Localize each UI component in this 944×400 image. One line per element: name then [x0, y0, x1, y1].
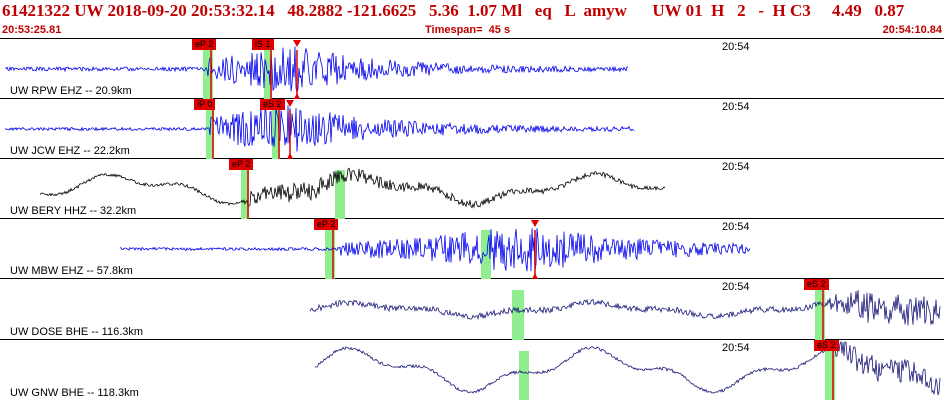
- waveform-panel-dose[interactable]: 20:54 UW DOSE BHE -- 116.3km eS 2: [0, 279, 944, 340]
- pick-window-highlight: [325, 230, 335, 279]
- time-tick-label: 20:54: [722, 101, 750, 113]
- channel-label-mbw: UW MBW EHZ -- 57.8km: [10, 265, 133, 277]
- seismogram-trace: [39, 167, 666, 209]
- phase-pick-label[interactable]: iS 1: [252, 39, 274, 50]
- amplitude-marker-icon[interactable]: [286, 100, 294, 107]
- waveform-panels[interactable]: 20:54 UW RPW EHZ -- 20.9km eP 2 iS 1 20:5…: [0, 39, 944, 400]
- waveform-panel-rpw[interactable]: 20:54 UW RPW EHZ -- 20.9km eP 2 iS 1: [0, 39, 944, 99]
- time-tick-label: 20:54: [722, 342, 750, 354]
- waveform-canvas-bery[interactable]: [0, 159, 944, 219]
- time-tick-label: 20:54: [722, 221, 750, 233]
- pick-window-highlight: [825, 351, 835, 400]
- event-summary-title: 61421322 UW 2018-09-20 20:53:32.14 48.28…: [2, 1, 905, 20]
- waveform-panel-gnw[interactable]: 20:54 UW GNW BHE -- 118.3km eS 2: [0, 340, 944, 400]
- waveform-panel-jcw[interactable]: 20:54 UW JCW EHZ -- 22.2km iP 0 eS 2: [0, 99, 944, 159]
- amplitude-marker-icon[interactable]: [532, 273, 538, 279]
- start-time-label: 20:53:25.81: [2, 24, 62, 36]
- phase-pick-label[interactable]: eP 2: [314, 219, 339, 230]
- seismogram-trace: [4, 46, 629, 94]
- amplitude-marker-icon[interactable]: [293, 40, 301, 47]
- pick-window-highlight: [264, 50, 272, 99]
- pick-window-highlight: [815, 290, 825, 340]
- waveform-canvas-jcw[interactable]: [0, 99, 944, 159]
- channel-label-dose: UW DOSE BHE -- 116.3km: [10, 326, 144, 338]
- waveform-canvas-rpw[interactable]: [0, 39, 944, 99]
- phase-pick-label[interactable]: iP 0: [194, 99, 216, 110]
- timespan-label: Timespan= 45 s: [425, 24, 511, 36]
- seismogram-trace: [309, 289, 941, 326]
- pick-window-highlight: [512, 290, 524, 340]
- time-tick-label: 20:54: [722, 41, 750, 53]
- amplitude-marker-icon[interactable]: [294, 93, 300, 99]
- seismogram-trace: [120, 228, 751, 272]
- channel-label-gnw: UW GNW BHE -- 118.3km: [10, 387, 139, 399]
- time-tick-label: 20:54: [722, 161, 750, 173]
- waveform-panel-bery[interactable]: 20:54 UW BERY HHZ -- 32.2km eP 2: [0, 159, 944, 219]
- waveform-panel-mbw[interactable]: 20:54 UW MBW EHZ -- 57.8km eP 2: [0, 219, 944, 279]
- time-tick-label: 20:54: [722, 281, 750, 293]
- phase-pick-label[interactable]: eS 2: [804, 279, 829, 290]
- event-header: 61421322 UW 2018-09-20 20:53:32.14 48.28…: [0, 0, 944, 38]
- seismogram-trace: [314, 340, 941, 396]
- phase-pick-label[interactable]: eP 2: [229, 159, 254, 170]
- phase-pick-label[interactable]: eS 2: [260, 99, 285, 110]
- pick-window-highlight: [335, 170, 345, 219]
- pick-window-highlight: [519, 351, 529, 400]
- waveform-canvas-dose[interactable]: [0, 279, 944, 340]
- phase-pick-label[interactable]: eS 2: [814, 340, 839, 351]
- header-divider: [0, 38, 944, 39]
- channel-label-bery: UW BERY HHZ -- 32.2km: [10, 205, 137, 217]
- phase-pick-label[interactable]: eP 2: [192, 39, 217, 50]
- channel-label-jcw: UW JCW EHZ -- 22.2km: [10, 145, 130, 157]
- amplitude-marker-icon[interactable]: [287, 153, 293, 159]
- waveform-canvas-gnw[interactable]: [0, 340, 944, 400]
- amplitude-marker-icon[interactable]: [531, 220, 539, 227]
- channel-label-rpw: UW RPW EHZ -- 20.9km: [10, 85, 132, 97]
- pick-window-highlight: [272, 110, 280, 159]
- seismogram-trace: [4, 105, 635, 152]
- waveform-canvas-mbw[interactable]: [0, 219, 944, 279]
- pick-window-highlight: [241, 170, 249, 219]
- end-time-label: 20:54:10.84: [882, 24, 942, 36]
- pick-window-highlight: [481, 230, 491, 279]
